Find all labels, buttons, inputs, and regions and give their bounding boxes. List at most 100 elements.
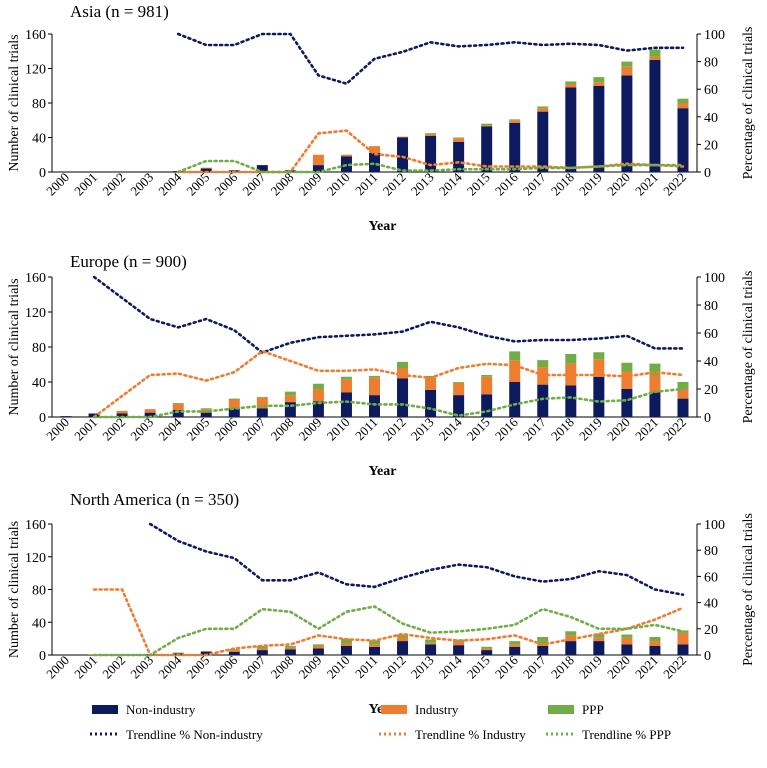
bar-industry <box>481 125 493 127</box>
x-tick-label: 2010 <box>324 170 353 199</box>
y-axis-label: Number of clinical trials <box>7 34 22 171</box>
bar-ppp <box>621 634 633 638</box>
x-tick-label: 2011 <box>352 653 381 682</box>
x-tick-label: 2006 <box>211 414 240 443</box>
bar-non-industry <box>593 641 605 655</box>
bar-industry <box>481 376 493 395</box>
x-tick-label: 2022 <box>660 415 689 444</box>
bar-industry <box>172 403 184 410</box>
bar-ppp <box>172 652 184 654</box>
x-tick-label: 2008 <box>267 415 296 444</box>
x-tick-label: 2013 <box>408 170 437 199</box>
x-tick-label: 2003 <box>127 170 156 199</box>
bar-industry <box>677 103 689 109</box>
x-tick-label: 2004 <box>155 169 184 198</box>
bar-non-industry <box>397 641 409 655</box>
x-tick-label: 2000 <box>43 653 72 682</box>
bar-non-industry <box>200 651 212 655</box>
x-tick-label: 2018 <box>548 653 577 682</box>
bar-ppp <box>593 633 605 638</box>
panel-title: Europe (n = 900) <box>70 252 187 271</box>
x-tick-label: 2000 <box>43 170 72 199</box>
y-tick-label: 40 <box>32 376 46 391</box>
bar-non-industry <box>509 646 521 655</box>
bar-non-industry <box>200 168 212 172</box>
bar-non-industry <box>509 122 521 172</box>
bar-non-industry <box>256 165 268 172</box>
bar-ppp <box>649 363 661 375</box>
bar-non-industry <box>88 413 100 417</box>
legend-swatch-industry <box>381 705 407 714</box>
bar-non-industry <box>256 650 268 655</box>
x-tick-label: 2021 <box>632 170 661 199</box>
trendline-industry <box>92 349 685 419</box>
bar-industry <box>397 136 409 138</box>
x-tick-label: 2017 <box>520 414 549 443</box>
bar-ppp <box>537 360 549 368</box>
bar-ppp <box>537 636 549 644</box>
bar-industry <box>425 134 437 136</box>
bar-industry <box>537 108 549 112</box>
bar-industry <box>340 154 352 157</box>
x-tick-label: 2011 <box>352 415 381 444</box>
x-tick-label: 2008 <box>267 170 296 199</box>
legend-label-trend-non-industry: Trendline % Non-industry <box>126 727 263 742</box>
y2-axis-label: Percentage of clinical trials <box>741 513 756 666</box>
bar-ppp <box>537 106 549 109</box>
bar-ppp <box>677 382 689 389</box>
panel-title: North America (n = 350) <box>70 490 239 509</box>
bar-industry <box>621 637 633 645</box>
bar-ppp <box>256 645 268 649</box>
bar-industry <box>677 389 689 399</box>
bar-industry <box>509 644 521 647</box>
x-axis-label: Year <box>369 464 397 479</box>
bar-non-industry <box>453 141 465 172</box>
y-tick-label: 40 <box>32 616 46 631</box>
bar-non-industry <box>284 649 296 655</box>
legend-swatch-ppp <box>548 705 574 714</box>
bar-industry <box>397 368 409 379</box>
bar-industry <box>593 359 605 377</box>
x-tick-label: 2016 <box>492 414 521 443</box>
x-tick-label: 2007 <box>239 414 268 443</box>
bar-non-industry <box>228 651 240 655</box>
bar-industry <box>621 66 633 76</box>
x-tick-label: 2015 <box>464 653 493 682</box>
x-tick-label: 2004 <box>155 652 184 681</box>
bar-industry <box>284 395 296 403</box>
bar-industry <box>116 410 128 414</box>
x-tick-label: 2009 <box>296 653 325 682</box>
y2-tick-label: 0 <box>704 649 711 664</box>
bar-non-industry <box>284 402 296 417</box>
legend-label-ppp: PPP <box>582 702 604 717</box>
bar-ppp <box>369 640 380 645</box>
y-tick-label: 80 <box>32 584 46 599</box>
bar-ppp <box>256 396 268 398</box>
x-tick-label: 2005 <box>183 415 212 444</box>
trendline-non-industry <box>176 32 685 86</box>
bar-ppp <box>172 403 184 404</box>
legend-label-trend-ppp: Trendline % PPP <box>582 727 671 742</box>
bar-non-industry <box>200 412 212 417</box>
x-tick-label: 2009 <box>296 415 325 444</box>
x-axis-label: Year <box>369 219 397 234</box>
x-tick-label: 2003 <box>127 415 156 444</box>
bar-non-industry <box>565 641 577 655</box>
x-tick-label: 2021 <box>632 653 661 682</box>
y2-tick-label: 20 <box>704 383 718 398</box>
bar-industry <box>649 375 661 393</box>
y2-tick-label: 20 <box>704 623 718 638</box>
y2-tick-label: 80 <box>704 544 718 559</box>
x-tick-label: 2011 <box>352 170 381 199</box>
y-tick-label: 0 <box>39 411 46 426</box>
bar-industry <box>509 120 521 123</box>
y2-tick-label: 40 <box>704 355 718 370</box>
x-tick-label: 2010 <box>324 653 353 682</box>
bar-ppp <box>453 382 465 383</box>
bar-industry <box>369 377 380 396</box>
bar-non-industry <box>453 645 465 655</box>
bar-non-industry <box>593 376 605 417</box>
panel-europe: Europe (n = 900) 0 40 80 120 160 0 20 40 60 80 100… <box>7 252 756 479</box>
x-tick-label: 2016 <box>492 169 521 198</box>
bar-ppp <box>397 361 409 368</box>
